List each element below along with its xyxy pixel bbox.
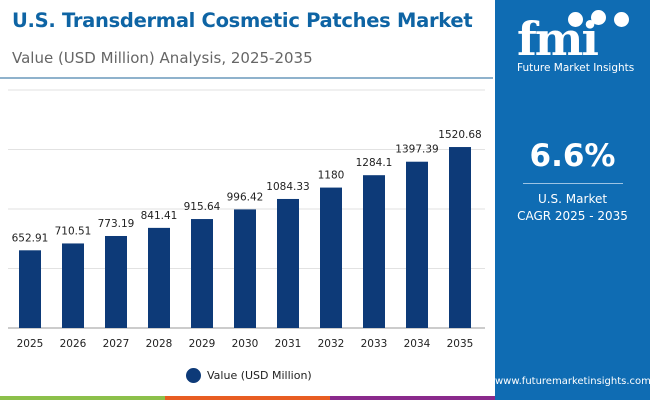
bar (406, 161, 428, 328)
bar (449, 147, 471, 328)
data-label: 710.51 (55, 225, 92, 237)
fmi-logo: fmi Future Market Insights (513, 6, 635, 76)
bar (191, 219, 213, 328)
x-tick-label: 2026 (60, 338, 87, 350)
bottom-bar-orange (165, 396, 330, 400)
bar (105, 235, 127, 328)
cagr-period-label: CAGR 2025 - 2035 (517, 209, 628, 223)
legend-label: Value (USD Million) (207, 369, 312, 382)
logo-text: fmi (517, 12, 599, 66)
legend: Value (USD Million) (186, 368, 312, 383)
x-tick-label: 2030 (232, 338, 259, 350)
cagr-divider (523, 183, 623, 184)
side-panel: fmi Future Market Insights 6.6% U.S. Mar… (495, 0, 650, 396)
x-tick-label: 2027 (103, 338, 130, 350)
x-tick-label: 2031 (275, 338, 302, 350)
x-tick-label: 2029 (189, 338, 216, 350)
bottom-bar-blue (495, 396, 650, 400)
x-tick-label: 2025 (17, 338, 44, 350)
data-label: 1520.68 (438, 129, 481, 141)
legend-swatch (186, 368, 201, 383)
globe-icon (614, 12, 629, 27)
globe-icon (591, 10, 606, 25)
data-label: 652.91 (12, 232, 49, 244)
data-label: 1397.39 (395, 144, 438, 156)
x-tick-label: 2028 (146, 338, 173, 350)
data-label: 915.64 (184, 201, 221, 213)
x-tick-label: 2034 (404, 338, 431, 350)
cagr-value: 6.6% (529, 138, 616, 174)
bottom-bar-purple (330, 396, 495, 400)
bottom-bar-green (0, 396, 165, 400)
x-tick-label: 2032 (318, 338, 345, 350)
x-tick-label: 2033 (361, 338, 388, 350)
data-label: 1180 (318, 170, 345, 182)
data-label: 1284.1 (356, 157, 393, 169)
data-label: 1084.33 (266, 181, 309, 193)
website-url[interactable]: www.futuremarketinsights.com (495, 376, 650, 387)
cagr-market-label: U.S. Market (537, 192, 608, 206)
bar (363, 175, 385, 328)
globe-icon (568, 12, 583, 27)
bar (62, 243, 84, 328)
data-label: 841.41 (141, 210, 178, 222)
bar (19, 250, 41, 328)
bar-chart: 652.91 2025 710.51 2026 773.19 2027 841.41 2028… (8, 89, 485, 350)
bar (320, 187, 342, 328)
chart-subtitle: Value (USD Million) Analysis, 2025-2035 (12, 49, 313, 67)
bar (277, 198, 299, 328)
header-divider (0, 77, 493, 79)
logo-subtitle: Future Market Insights (517, 62, 635, 74)
data-label: 996.42 (227, 191, 264, 203)
bar (234, 209, 256, 328)
x-tick-label: 2035 (447, 338, 474, 350)
data-label: 773.19 (98, 218, 135, 230)
chart-title: U.S. Transdermal Cosmetic Patches Market (12, 9, 473, 32)
bar (148, 227, 170, 328)
